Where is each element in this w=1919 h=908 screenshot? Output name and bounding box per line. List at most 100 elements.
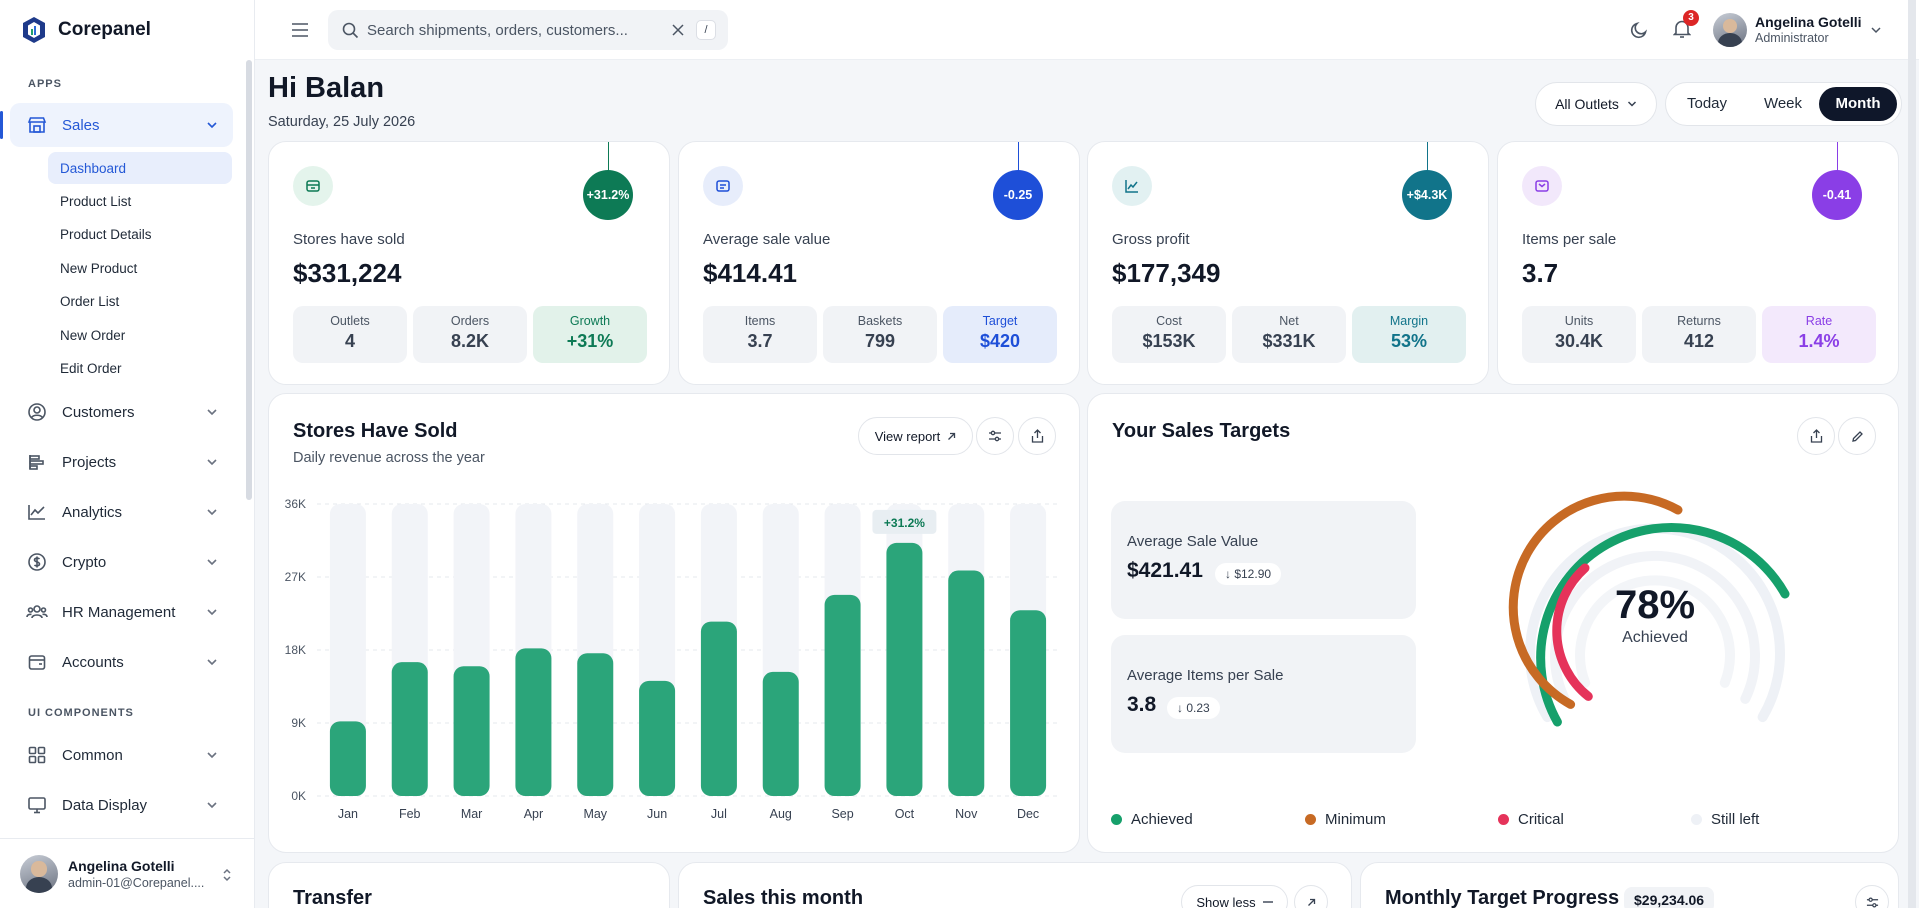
show-less-label: Show less — [1196, 894, 1256, 908]
expand-button[interactable] — [1294, 885, 1328, 908]
chevron-down-icon — [207, 509, 217, 516]
stat-card-average-sale: -0.25 Average sale value $414.41 Items 3.… — [678, 141, 1080, 385]
sidebar-subitem-product-details[interactable]: Product Details — [60, 226, 152, 242]
sidebar-scrollbar[interactable] — [246, 60, 252, 500]
menu-icon[interactable] — [291, 22, 309, 38]
bar-may[interactable] — [577, 653, 614, 796]
view-report-button[interactable]: View report — [858, 417, 973, 455]
x-tick-label: Feb — [399, 807, 421, 821]
sidebar-item-common[interactable]: Common — [10, 733, 233, 777]
change-bubble: -0.25 — [993, 170, 1043, 220]
tab-week[interactable]: Week — [1763, 95, 1803, 112]
chevron-up-down-icon — [223, 868, 231, 882]
clear-search-icon[interactable] — [672, 24, 684, 36]
bar-jul[interactable] — [700, 621, 737, 796]
target-label: Average Items per Sale — [1127, 667, 1284, 684]
bar-mar[interactable] — [453, 666, 490, 796]
sales-month-title: Sales this month — [703, 887, 864, 908]
sidebar-subitem-dashboard[interactable]: Dashboard — [48, 152, 232, 184]
y-tick-label: 36K — [285, 497, 306, 511]
sliders-icon — [989, 430, 1001, 442]
bar-dec[interactable] — [1010, 610, 1047, 796]
topbar: / 3 Angelina Gotelli Administrator — [255, 0, 1919, 908]
sidebar-subitem-product-list[interactable]: Product List — [60, 193, 132, 209]
moon-icon[interactable] — [1630, 21, 1648, 39]
chart-title: Stores Have Sold — [293, 420, 458, 442]
sidebar-item-customers[interactable]: Customers — [10, 390, 233, 434]
bar-jan[interactable] — [329, 721, 366, 796]
stat-card-gross-profit: +$4.3K Gross profit $177,349 Cost $153K N… — [1087, 141, 1489, 385]
x-tick-label: Jan — [338, 807, 358, 821]
stat-label: Items per sale — [1522, 231, 1617, 248]
legend-achieved: Achieved — [1111, 811, 1193, 828]
page-scrollbar[interactable] — [1908, 0, 1916, 908]
gauge-arc-critical — [1552, 563, 1593, 701]
section-ui-components: UI COMPONENTS — [28, 707, 134, 719]
filter-button[interactable] — [1855, 885, 1889, 908]
sliders-icon — [1866, 897, 1878, 907]
notifications-button[interactable]: 3 — [1672, 10, 1699, 44]
wallet-icon — [26, 651, 48, 673]
export-button[interactable] — [1797, 417, 1835, 455]
bubble-connector — [1018, 142, 1019, 172]
change-bubble: +31.2% — [583, 170, 633, 220]
sidebar-item-projects[interactable]: Projects — [10, 440, 233, 484]
x-tick-label: Dec — [1017, 807, 1039, 821]
trend-icon — [1112, 166, 1152, 206]
target-value: $421.41 — [1127, 559, 1203, 582]
bar-oct[interactable] — [886, 542, 923, 796]
sidebar-user-card[interactable]: Angelina Gotelli admin-01@Corepanel.... — [0, 838, 255, 908]
sidebar-item-hr-management[interactable]: HR Management — [10, 590, 233, 634]
user-name: Angelina Gotelli — [1755, 14, 1862, 30]
share-button[interactable] — [1018, 417, 1056, 455]
user-menu[interactable]: Angelina Gotelli Administrator — [1713, 12, 1883, 48]
edit-button[interactable] — [1838, 417, 1876, 455]
filter-button[interactable] — [976, 417, 1014, 455]
section-apps: APPS — [28, 78, 62, 90]
sidebar-nav: APPS Sales Dashboard Product List Produc… — [0, 60, 245, 838]
bar-feb[interactable] — [391, 662, 428, 796]
sidebar-item-data-display[interactable]: Data Display — [10, 783, 233, 827]
bar-nov[interactable] — [948, 570, 985, 796]
stat-value: 3.7 — [1522, 258, 1559, 288]
search-input[interactable] — [367, 21, 667, 39]
stat-label: Gross profit — [1112, 231, 1190, 248]
bar-sep[interactable] — [824, 594, 861, 796]
sidebar-item-sales[interactable]: Sales — [0, 103, 233, 147]
show-less-button[interactable]: Show less — [1181, 885, 1288, 908]
chevron-down-icon — [207, 409, 217, 416]
bar-aug[interactable] — [762, 671, 799, 796]
sidebar-subitem-order-list[interactable]: Order List — [60, 293, 120, 309]
sidebar-subitem-new-product[interactable]: New Product — [60, 260, 138, 276]
sidebar-item-label: Accounts — [62, 653, 124, 671]
sidebar-item-crypto[interactable]: Crypto — [10, 540, 233, 584]
brand-name: Corepanel — [58, 19, 151, 40]
sidebar-subitem-edit-order[interactable]: Edit Order — [60, 360, 122, 376]
sidebar-item-analytics[interactable]: Analytics — [10, 490, 233, 534]
chevron-down-icon — [207, 659, 217, 666]
monitor-icon — [26, 794, 48, 816]
minus-icon — [1262, 901, 1273, 903]
sidebar-subitem-new-order[interactable]: New Order — [60, 327, 126, 343]
outlet-select[interactable]: All Outlets — [1535, 82, 1657, 126]
sales-targets-card: Your Sales Targets — [1087, 393, 1899, 853]
bar-apr[interactable] — [515, 648, 552, 796]
pencil-icon — [1851, 430, 1863, 442]
range-tabs: Today Week Month — [1665, 82, 1902, 126]
brand[interactable]: Corepanel — [0, 0, 254, 60]
y-tick-label: 18K — [285, 643, 306, 657]
search-shortcut: / — [696, 20, 716, 40]
bar-jun[interactable] — [639, 680, 676, 796]
chevron-down-icon — [207, 752, 217, 759]
sidebar-item-label: Sales — [62, 116, 100, 134]
monthly-target-amount: $29,234.06 — [1624, 887, 1715, 908]
sidebar-item-label: Common — [62, 746, 123, 764]
tab-today[interactable]: Today — [1686, 95, 1728, 112]
notification-count-badge: 3 — [1683, 10, 1699, 26]
gauge-arc-achieved — [1536, 522, 1790, 727]
transfer-card: Transfer — [268, 862, 670, 908]
sidebar-item-accounts[interactable]: Accounts — [10, 640, 233, 684]
tab-month[interactable]: Month — [1819, 87, 1897, 121]
targets-title: Your Sales Targets — [1112, 420, 1291, 442]
sidebar-item-label: Customers — [62, 403, 135, 421]
